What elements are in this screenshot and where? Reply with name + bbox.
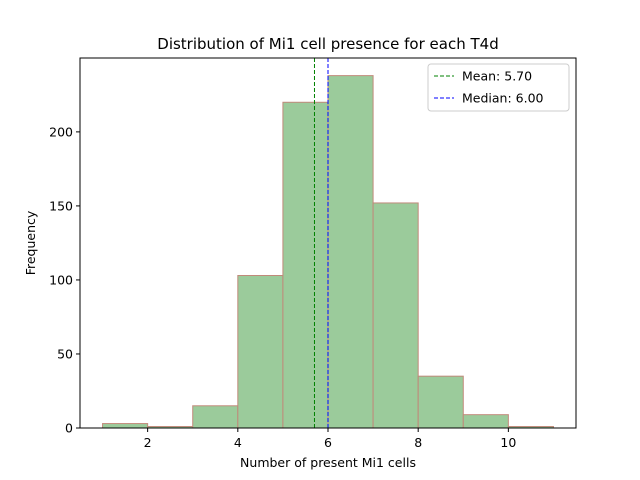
y-tick-label: 150 bbox=[49, 198, 73, 213]
y-tick-label: 50 bbox=[57, 346, 73, 361]
reference-lines bbox=[313, 58, 329, 428]
histogram-bar bbox=[282, 101, 329, 429]
x-tick-label: 6 bbox=[324, 435, 332, 450]
y-tick-label: 100 bbox=[49, 272, 73, 287]
legend-label: Median: 6.00 bbox=[462, 91, 544, 106]
x-tick-label: 10 bbox=[500, 435, 516, 450]
x-tick-label: 4 bbox=[234, 435, 242, 450]
histogram-bar bbox=[417, 375, 464, 429]
histogram-bar bbox=[192, 405, 239, 429]
x-axis-label: Number of present Mi1 cells bbox=[240, 455, 416, 470]
x-tick-label: 8 bbox=[414, 435, 422, 450]
y-tick-label: 0 bbox=[65, 421, 73, 436]
histogram-bar bbox=[462, 414, 509, 429]
x-axis-ticks: 2 4 6 8 10 bbox=[144, 428, 516, 450]
y-axis-label: Frequency bbox=[23, 210, 38, 275]
legend-frame bbox=[427, 63, 570, 112]
y-axis-ticks: 0 50 100 150 200 bbox=[49, 124, 80, 436]
histogram-bar bbox=[372, 202, 419, 429]
chart-title: Distribution of Mi1 cell presence for ea… bbox=[157, 35, 498, 53]
histogram-bars bbox=[102, 75, 554, 429]
y-tick-label: 200 bbox=[49, 124, 73, 139]
legend: Mean: 5.70 Median: 6.00 bbox=[427, 63, 570, 112]
histogram-bar bbox=[237, 274, 284, 429]
histogram-bar bbox=[327, 75, 374, 429]
legend-label: Mean: 5.70 bbox=[462, 69, 532, 84]
histogram-bar bbox=[102, 423, 149, 429]
x-tick-label: 2 bbox=[144, 435, 152, 450]
